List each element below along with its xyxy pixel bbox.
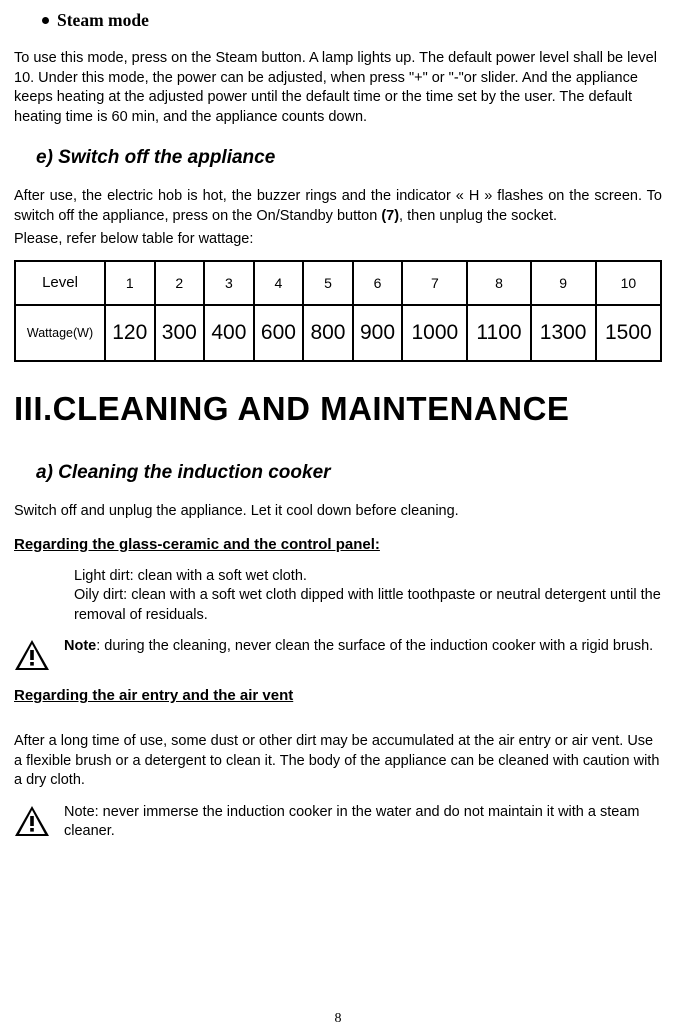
list-item: Oily dirt: clean with a soft wet cloth d…: [74, 586, 662, 625]
switch-off-body2: Please, refer below table for wattage:: [14, 230, 662, 250]
table-cell: 800: [303, 305, 353, 361]
table-cell: 900: [353, 305, 403, 361]
sub2-heading: Regarding the air entry and the air vent: [14, 687, 662, 704]
wattage-table: Level 1 2 3 4 5 6 7 8 9 10 Wattage(W) 12…: [14, 260, 662, 362]
cleaning-list: Light dirt: clean with a soft wet cloth.…: [74, 567, 662, 626]
table-cell: 1300: [531, 305, 596, 361]
table-cell: 2: [155, 261, 205, 305]
page-number: 8: [335, 1011, 342, 1027]
table-cell: 10: [596, 261, 661, 305]
table-cell: 1500: [596, 305, 661, 361]
switch-off-body1: After use, the electric hob is hot, the …: [14, 187, 662, 226]
bullet-icon: [42, 17, 49, 24]
table-cell-wattage-label: Wattage(W): [15, 305, 105, 361]
note-row-2: Note: never immerse the induction cooker…: [14, 803, 662, 842]
sub1-heading: Regarding the glass-ceramic and the cont…: [14, 536, 662, 553]
table-cell: 9: [531, 261, 596, 305]
table-row: Level 1 2 3 4 5 6 7 8 9 10: [15, 261, 661, 305]
warning-icon: [14, 805, 50, 837]
steam-mode-heading: Steam mode: [42, 10, 662, 31]
table-cell: 600: [254, 305, 304, 361]
table-row: Wattage(W) 120 300 400 600 800 900 1000 …: [15, 305, 661, 361]
table-cell: 1: [105, 261, 155, 305]
steam-mode-body: To use this mode, press on the Steam but…: [14, 49, 662, 127]
note-row-1: Note: during the cleaning, never clean t…: [14, 637, 662, 671]
table-cell: 300: [155, 305, 205, 361]
cleaning-intro: Switch off and unplug the appliance. Let…: [14, 502, 662, 522]
note1-body: : during the cleaning, never clean the s…: [96, 638, 653, 654]
switch-off-body1b: (7): [381, 208, 399, 224]
table-cell-level-label: Level: [15, 261, 105, 305]
table-cell: 7: [402, 261, 467, 305]
table-cell: 4: [254, 261, 304, 305]
table-cell: 400: [204, 305, 254, 361]
switch-off-heading: e) Switch off the appliance: [36, 147, 662, 169]
switch-off-body1c: , then unplug the socket.: [399, 208, 557, 224]
cleaning-heading: a) Cleaning the induction cooker: [36, 462, 662, 484]
main-heading: III.CLEANING AND MAINTENANCE: [14, 390, 662, 428]
list-item: Light dirt: clean with a soft wet cloth.: [74, 567, 662, 587]
table-cell: 8: [467, 261, 530, 305]
table-cell: 5: [303, 261, 353, 305]
table-cell: 6: [353, 261, 403, 305]
switch-off-body1a: After use, the electric hob is hot, the …: [14, 188, 662, 224]
cleaning-para2: After a long time of use, some dust or o…: [14, 732, 662, 791]
note1-label: Note: [64, 638, 96, 654]
table-cell: 120: [105, 305, 155, 361]
steam-mode-heading-text: Steam mode: [57, 10, 149, 31]
table-cell: 1100: [467, 305, 530, 361]
table-cell: 1000: [402, 305, 467, 361]
note2-text: Note: never immerse the induction cooker…: [64, 803, 662, 842]
warning-icon: [14, 639, 50, 671]
note1-text: Note: during the cleaning, never clean t…: [64, 637, 653, 657]
table-cell: 3: [204, 261, 254, 305]
